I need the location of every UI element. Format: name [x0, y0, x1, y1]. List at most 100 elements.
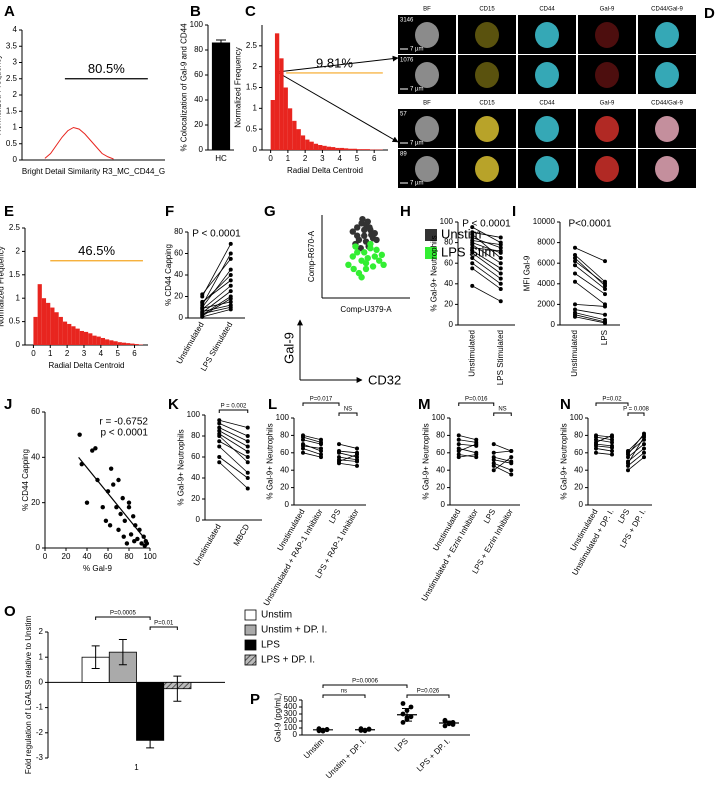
scatter-point — [364, 218, 371, 225]
y-tick-label: 80 — [194, 45, 203, 54]
y-tick-label: 100 — [187, 410, 201, 419]
histogram-bar — [322, 145, 327, 150]
cell-id: 57 — [400, 112, 407, 118]
histogram-bar — [339, 147, 344, 150]
x-tick-label: 6 — [372, 154, 377, 163]
y-tick-label: 60 — [444, 258, 453, 267]
subject-dot — [319, 440, 323, 445]
subject-dot — [200, 314, 205, 319]
pair-line — [458, 439, 477, 443]
y-tick-label: 40 — [174, 270, 183, 279]
cell — [475, 116, 499, 142]
subject-dot — [228, 299, 233, 304]
y-tick-label: 0 — [579, 500, 584, 509]
pair-line — [493, 465, 512, 475]
histogram-bar — [113, 341, 118, 345]
y-tick-label: 80 — [280, 431, 289, 440]
subject-dot — [217, 421, 222, 426]
subject-dot — [217, 444, 222, 449]
cell — [595, 62, 619, 88]
significance-bracket — [218, 409, 249, 413]
image-header — [638, 4, 696, 14]
histogram-bar — [41, 298, 47, 345]
scatter-point — [77, 432, 82, 437]
subject-dot — [470, 261, 475, 266]
pair-line — [595, 443, 613, 447]
y-axis-label: Normalized Frequency — [234, 47, 243, 127]
histogram-bar — [46, 302, 51, 345]
panel-letter: O — [4, 603, 16, 620]
subject-dot — [626, 452, 630, 457]
panel-letter: H — [400, 203, 411, 220]
category-label: LPS — [600, 330, 609, 345]
histogram-bar — [67, 323, 72, 345]
pair-line — [218, 461, 249, 489]
legend-swatch — [425, 247, 437, 259]
category-label: LPS Stimulated — [496, 330, 505, 385]
histogram-bar — [92, 335, 97, 345]
subject-dot — [498, 248, 503, 253]
y-tick-label: 0 — [285, 500, 290, 509]
pair-line — [472, 244, 501, 264]
subject-dot — [228, 289, 233, 294]
pair-line — [472, 247, 501, 252]
pair-line — [302, 445, 322, 449]
y-tick-label: 0 — [16, 340, 21, 349]
y-axis-label: Normalized Frequency — [0, 55, 3, 135]
y-tick-label: 0 — [179, 313, 184, 322]
pair-line — [201, 274, 232, 304]
data-dot — [400, 711, 406, 717]
subject-dot — [245, 449, 250, 454]
p-value: P < 0.0001 — [462, 219, 511, 230]
subject-dot — [228, 294, 233, 299]
y-tick-label: 400 — [284, 702, 298, 711]
image-header — [518, 98, 576, 108]
p-value: P<0.0001 — [568, 219, 612, 230]
cell-id: 89 — [400, 152, 407, 158]
panel-letter: P — [250, 691, 260, 708]
subject-dot — [509, 468, 514, 473]
pair-line — [574, 314, 606, 323]
significance-bracket — [338, 412, 358, 416]
category-label: Unstimulated — [192, 523, 223, 568]
scatter-point — [84, 500, 90, 505]
x-tick-label: 0 — [268, 154, 273, 163]
subject-dot — [228, 267, 233, 272]
x-tick-label: 0 — [31, 349, 36, 358]
histogram-bar — [274, 33, 280, 151]
subject-dot — [573, 245, 577, 250]
scatter-point — [345, 261, 352, 268]
panel-letter: J — [4, 396, 12, 413]
gate-label: 46.5% — [78, 243, 115, 258]
legend-swatch — [244, 609, 257, 621]
significance-label: P=0.017 — [310, 397, 333, 403]
error-bar — [318, 728, 328, 732]
histogram-bar — [105, 339, 110, 345]
subject-dot — [337, 449, 341, 454]
scatter-point — [380, 261, 387, 268]
significance-bracket — [322, 684, 408, 688]
bar — [136, 682, 165, 741]
pair-line — [472, 250, 501, 269]
column-label: Gal-9 — [600, 7, 615, 13]
subject-dot — [217, 434, 222, 438]
subject-dot — [626, 459, 630, 464]
histogram-bar — [335, 147, 340, 150]
subject-dot — [456, 442, 461, 447]
y-tick-label: 6000 — [537, 258, 555, 267]
subject-dot — [603, 292, 607, 297]
scatter-point — [131, 514, 136, 519]
distribution-line — [44, 126, 114, 160]
histogram-bar — [296, 129, 301, 150]
panel-letter: A — [4, 3, 15, 20]
subject-dot — [301, 450, 305, 455]
histogram-bar — [134, 344, 139, 345]
scatter-point — [114, 505, 119, 510]
scatter-point — [364, 254, 371, 262]
y-tick-label: 40 — [191, 473, 200, 482]
y-tick-label: 20 — [174, 292, 183, 301]
scatter-point — [107, 523, 113, 528]
pair-line — [493, 456, 512, 462]
subject-dot — [355, 463, 359, 468]
scatter-point — [139, 541, 144, 546]
